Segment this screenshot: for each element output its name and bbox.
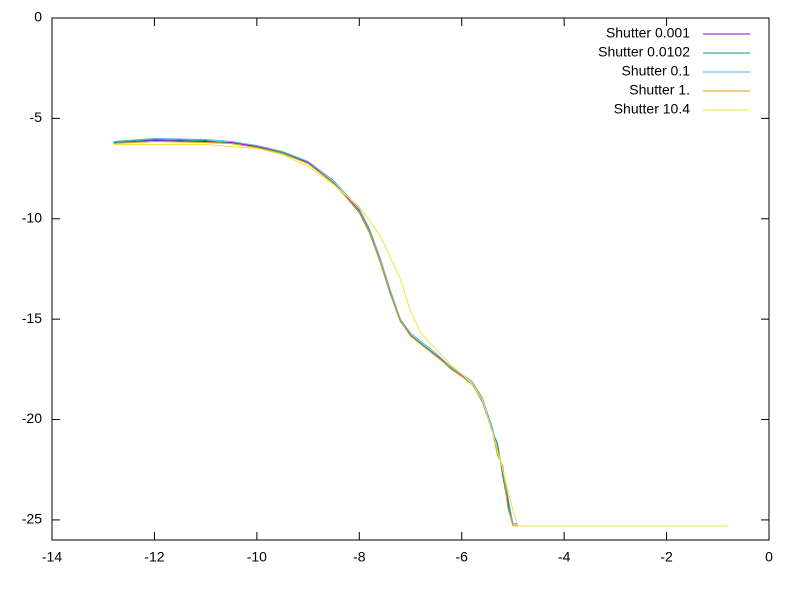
- legend-label: Shutter 0.001: [606, 25, 690, 41]
- series-line: [113, 138, 518, 525]
- x-tick-label: -6: [455, 549, 468, 565]
- series-line: [113, 137, 518, 525]
- y-tick-label: -15: [22, 310, 42, 326]
- y-tick-label: 0: [34, 9, 42, 25]
- legend-label: Shutter 1.: [629, 82, 690, 98]
- x-tick-label: -8: [353, 549, 366, 565]
- y-tick-label: -20: [22, 410, 42, 426]
- x-tick-label: -14: [42, 549, 62, 565]
- y-tick-label: -25: [22, 511, 42, 527]
- x-tick-label: -12: [144, 549, 164, 565]
- x-tick-label: -2: [660, 549, 673, 565]
- legend-label: Shutter 10.4: [614, 101, 690, 117]
- plot-frame: [51, 17, 770, 541]
- legend-label: Shutter 0.1: [622, 63, 691, 79]
- x-tick-label: 0: [765, 549, 773, 565]
- series-line: [113, 140, 518, 527]
- series-line: [113, 139, 518, 525]
- x-tick-label: -10: [247, 549, 267, 565]
- x-tick-label: -4: [558, 549, 571, 565]
- series-line: [113, 144, 728, 527]
- legend-label: Shutter 0.0102: [598, 44, 690, 60]
- y-tick-label: -10: [22, 209, 42, 225]
- y-tick-label: -5: [30, 109, 43, 125]
